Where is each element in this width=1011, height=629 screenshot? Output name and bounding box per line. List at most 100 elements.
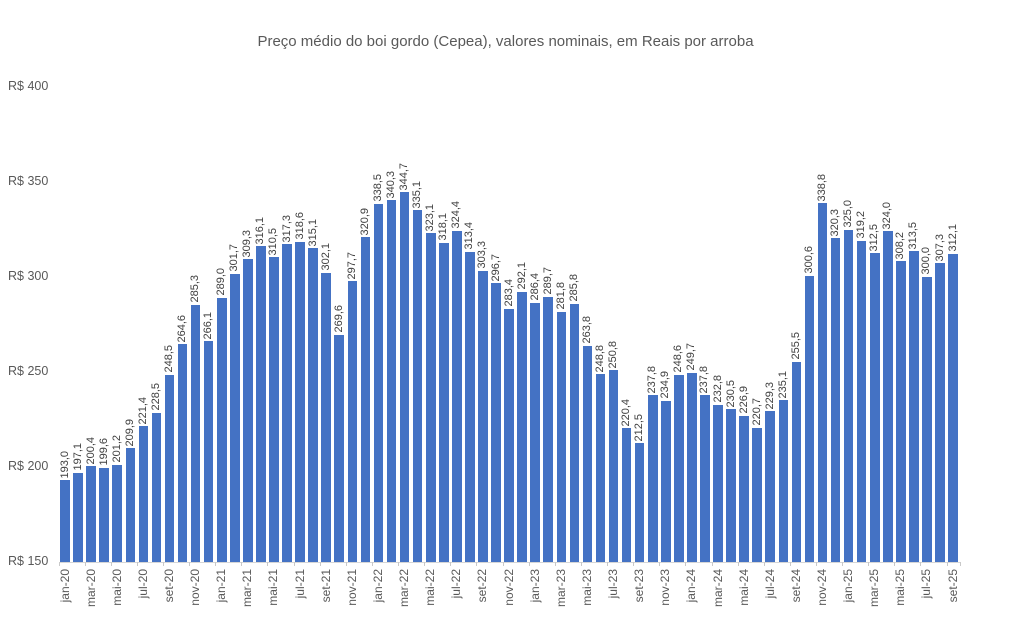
bar	[843, 229, 854, 562]
x-axis-tick-mark	[136, 562, 138, 566]
bar	[282, 244, 292, 562]
bar-value-label: 313,4	[463, 222, 476, 250]
x-axis-category-label: mai-21	[266, 569, 281, 606]
bar-value-label: 269,6	[332, 305, 345, 333]
bar	[582, 345, 593, 562]
bar	[856, 240, 867, 562]
bar	[164, 374, 175, 562]
bar-value-label: 309,3	[241, 229, 254, 258]
bar-value-label: 318,1	[437, 213, 450, 241]
bar-value-label: 292,1	[515, 262, 528, 291]
bar	[543, 296, 554, 562]
bar	[830, 238, 841, 562]
bar-value-label: 248,6	[672, 345, 685, 373]
x-axis-category-label: mai-24	[736, 569, 751, 606]
bar	[99, 467, 109, 562]
x-axis-tick-mark	[685, 562, 687, 566]
x-axis-category-label: jan-24	[684, 569, 699, 603]
bar	[909, 251, 919, 562]
bar	[321, 273, 332, 562]
bar	[530, 302, 540, 562]
x-axis-tick-mark	[711, 562, 713, 566]
bar	[347, 281, 358, 562]
x-axis-tick-mark	[946, 562, 948, 566]
x-axis-category-label: mar-24	[710, 569, 725, 608]
bar-value-label: 220,4	[620, 398, 633, 427]
bar	[621, 428, 632, 562]
x-axis-tick-mark	[162, 562, 164, 566]
bar-value-label: 255,5	[789, 332, 802, 360]
x-axis-tick-mark	[476, 562, 478, 566]
bar-value-label: 316,1	[254, 216, 267, 245]
x-axis-tick-mark	[319, 562, 321, 566]
x-axis-category-label: set-22	[475, 569, 490, 603]
bar-value-label: 201,2	[110, 435, 123, 463]
x-axis-tick-mark	[371, 562, 373, 566]
bar	[334, 334, 345, 562]
bar-value-label: 285,3	[189, 275, 202, 303]
x-axis-tick-mark	[345, 562, 347, 566]
bar	[465, 251, 475, 562]
bar-value-label: 248,5	[163, 345, 175, 373]
bar-value-label: 197,1	[71, 442, 84, 471]
bar	[308, 248, 318, 562]
bar	[713, 404, 723, 562]
x-axis-category-label: jul-23	[606, 569, 621, 599]
x-axis-tick-mark	[502, 562, 504, 566]
bar	[869, 253, 880, 562]
bar-value-label: 199,6	[97, 438, 110, 466]
bar-value-label: 226,9	[737, 386, 750, 414]
x-axis-tick-mark	[528, 562, 530, 566]
bar-value-label: 237,8	[646, 365, 659, 394]
x-axis-tick-mark	[580, 562, 582, 566]
x-axis-category-label: jul-24	[762, 569, 777, 599]
bar	[739, 415, 749, 562]
bar-value-label: 325,0	[842, 199, 855, 228]
chart-title: Preço médio do boi gordo (Cepea), valore…	[257, 33, 754, 50]
bar-value-label: 289,0	[215, 268, 228, 296]
x-axis-category-label: jan-22	[370, 569, 385, 603]
x-axis-tick-mark	[293, 562, 295, 566]
x-axis-tick-mark	[58, 562, 60, 566]
x-axis-category-label: mai-22	[423, 569, 438, 606]
x-axis-tick-mark	[737, 562, 739, 566]
x-axis-tick-mark	[450, 562, 452, 566]
bar	[647, 395, 658, 562]
x-axis-tick-mark	[189, 562, 191, 566]
bar	[438, 242, 449, 562]
x-axis-category-label: set-25	[945, 569, 960, 603]
bar-value-label: 228,5	[149, 383, 162, 411]
x-axis-category-label: nov-22	[501, 569, 516, 606]
bar	[452, 230, 462, 562]
bar	[190, 304, 201, 562]
bar	[569, 303, 580, 562]
bar-value-label: 338,8	[816, 173, 828, 202]
bar-value-label: 286,4	[528, 273, 541, 301]
bar-value-label: 229,3	[763, 381, 776, 410]
x-axis-tick-mark	[267, 562, 269, 566]
bar	[425, 233, 436, 562]
x-axis-category-label: nov-21	[344, 569, 359, 606]
bar-value-label: 324,4	[450, 201, 463, 229]
bar	[112, 464, 123, 562]
bar	[243, 259, 253, 562]
bar-value-label: 335,1	[411, 180, 424, 209]
bar	[399, 192, 410, 562]
bar	[674, 374, 684, 562]
bar-value-label: 300,0	[920, 247, 933, 275]
bar-value-label: 302,1	[319, 243, 332, 272]
x-axis-line	[58, 562, 960, 563]
x-axis-category-label: jul-20	[135, 569, 150, 599]
bar	[687, 372, 697, 562]
bar	[922, 277, 932, 562]
x-axis-category-label: jan-25	[841, 569, 856, 603]
x-axis-category-label: mar-23	[553, 569, 568, 608]
bar	[948, 254, 958, 562]
bar-value-label: 312,5	[868, 223, 881, 252]
bar-value-label: 289,7	[541, 267, 554, 295]
bar	[804, 275, 815, 562]
bar-value-label: 232,8	[711, 375, 724, 403]
x-axis-tick-mark	[110, 562, 112, 566]
y-axis-tick-label: R$ 250	[8, 364, 49, 378]
bar	[73, 472, 83, 562]
